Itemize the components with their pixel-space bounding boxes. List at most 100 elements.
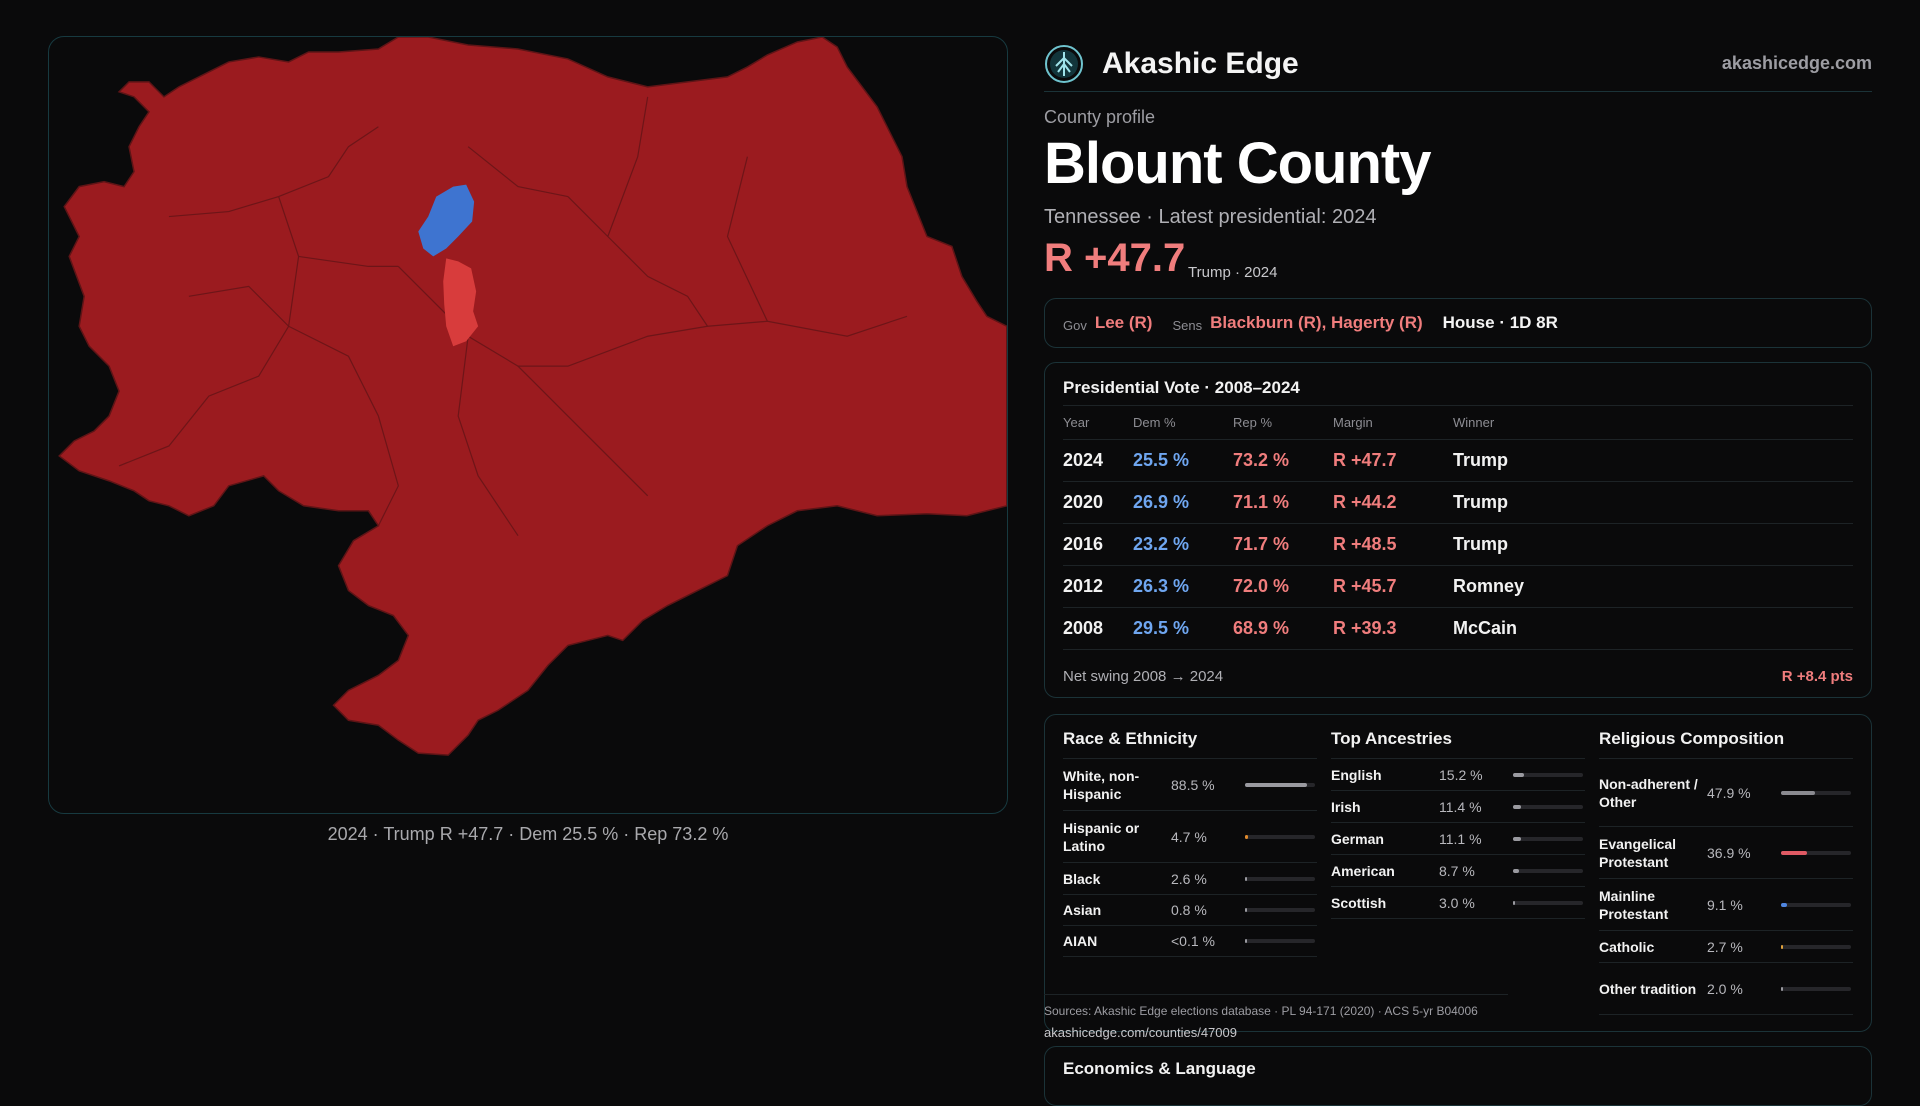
item-value: 8.7 %	[1439, 862, 1475, 879]
item-label: Evangelical Protestant	[1599, 835, 1677, 870]
item-value: 0.8 %	[1171, 902, 1207, 918]
presidential-table-header: Year Dem % Rep % Margin Winner	[1063, 406, 1853, 440]
item-value: 36.9 %	[1707, 844, 1751, 861]
item-label: English	[1331, 766, 1382, 783]
item-bar	[1781, 850, 1851, 855]
item-label: German	[1331, 830, 1384, 847]
county-map[interactable]	[48, 36, 1008, 814]
demographics-card: Race & Ethnicity White, non-Hispanic 88.5…	[1044, 714, 1872, 1032]
item-value: 11.1 %	[1439, 830, 1482, 847]
item-value: 2.0 %	[1707, 980, 1743, 997]
list-item: Black 2.6 %	[1063, 863, 1317, 895]
race-column: Race & Ethnicity White, non-Hispanic 88.5…	[1063, 729, 1317, 957]
item-bar	[1245, 939, 1315, 943]
county-map-svg	[58, 37, 1007, 756]
economics-title: Economics & Language	[1063, 1059, 1256, 1078]
item-value: 4.7 %	[1171, 828, 1207, 845]
list-item: AIAN <0.1 %	[1063, 926, 1317, 957]
item-label: Black	[1063, 870, 1101, 887]
cell-winner: Trump	[1453, 492, 1509, 512]
table-row: 2016 23.2 % 71.7 % R +48.5 Trump	[1063, 524, 1853, 566]
table-row: 2008 29.5 % 68.9 % R +39.3 McCain	[1063, 608, 1853, 650]
gov-value: Lee (R)	[1094, 313, 1153, 332]
item-bar-fill	[1513, 804, 1521, 809]
item-bar-fill	[1513, 772, 1524, 777]
item-bar	[1781, 986, 1851, 991]
presidential-title: Presidential Vote · 2008–2024	[1063, 378, 1853, 406]
city-dem-area[interactable]	[418, 184, 475, 257]
cell-rep: 71.7 %	[1233, 534, 1290, 554]
headline-margin-sub: Trump · 2024	[1188, 264, 1278, 281]
cell-margin: R +44.2	[1333, 492, 1397, 512]
list-item: Other tradition 2.0 %	[1599, 963, 1853, 1015]
item-bar	[1245, 908, 1315, 912]
item-bar-fill	[1781, 944, 1783, 949]
brand-site-link[interactable]: akashicedge.com	[1721, 53, 1872, 73]
list-item: Catholic 2.7 %	[1599, 931, 1853, 963]
race-title: Race & Ethnicity	[1063, 729, 1317, 759]
cell-margin: R +48.5	[1333, 534, 1397, 554]
house-value: House · 1D 8R	[1442, 313, 1558, 332]
item-value: 2.6 %	[1171, 870, 1207, 887]
item-bar-fill	[1781, 902, 1788, 907]
tree-of-life-icon[interactable]	[1044, 44, 1084, 84]
county-shape[interactable]	[58, 37, 1007, 756]
item-bar-fill	[1781, 790, 1815, 795]
sources-url[interactable]: akashicedge.com/counties/47009	[1044, 1025, 1237, 1040]
col-header-winner: Winner	[1453, 415, 1495, 430]
item-value: 3.0 %	[1439, 894, 1475, 911]
item-bar-fill	[1245, 908, 1247, 912]
cell-year: 2008	[1063, 618, 1104, 638]
profile-eyebrow: County profile	[1044, 107, 1156, 127]
item-label: Scottish	[1331, 894, 1387, 911]
religion-column: Religious Composition Non-adherent / Oth…	[1599, 729, 1853, 1015]
list-item: English 15.2 %	[1331, 759, 1585, 791]
item-label: Asian	[1063, 902, 1102, 918]
item-bar-fill	[1513, 900, 1516, 905]
cell-rep: 72.0 %	[1233, 576, 1290, 596]
cell-winner: Trump	[1453, 534, 1509, 554]
presidential-vote-card: Presidential Vote · 2008–2024 Year Dem %…	[1044, 362, 1872, 698]
item-bar	[1245, 876, 1315, 881]
cell-rep: 73.2 %	[1233, 450, 1290, 470]
page-title: Blount County	[1044, 131, 1431, 196]
item-bar	[1245, 834, 1315, 839]
item-bar	[1781, 790, 1851, 795]
brand-name[interactable]: Akashic Edge	[1102, 46, 1299, 80]
cell-dem: 26.3 %	[1133, 576, 1190, 596]
religion-rows: Non-adherent / Other 47.9 % Evangelical Pr…	[1599, 759, 1853, 1015]
cell-dem: 29.5 %	[1133, 618, 1190, 638]
item-value: 88.5 %	[1171, 776, 1215, 793]
cell-margin: R +45.7	[1333, 576, 1397, 596]
col-header-year: Year	[1063, 415, 1090, 430]
item-value: 2.7 %	[1707, 938, 1743, 955]
item-bar-fill	[1245, 939, 1247, 943]
item-value: 11.4 %	[1439, 798, 1482, 815]
item-bar-fill	[1781, 986, 1783, 991]
city-rep-area[interactable]	[443, 258, 479, 347]
item-label: American	[1331, 862, 1395, 879]
table-row: 2024 25.5 % 73.2 % R +47.7 Trump	[1063, 440, 1853, 482]
item-bar	[1245, 782, 1315, 787]
gov-label: Gov	[1063, 317, 1087, 333]
cell-winner: Romney	[1453, 576, 1525, 596]
col-header-rep: Rep %	[1233, 415, 1273, 430]
religion-title: Religious Composition	[1599, 729, 1853, 759]
item-label: Hispanic or Latino	[1063, 819, 1140, 854]
cell-rep: 71.1 %	[1233, 492, 1290, 512]
item-label: White, non-Hispanic	[1063, 767, 1140, 802]
item-value: 47.9 %	[1707, 784, 1751, 801]
item-bar	[1513, 900, 1583, 905]
list-item: Mainline Protestant 9.1 %	[1599, 879, 1853, 931]
cell-year: 2016	[1063, 534, 1104, 554]
item-label: Non-adherent / Other	[1599, 775, 1698, 810]
item-bar	[1781, 902, 1851, 907]
item-bar	[1513, 868, 1583, 873]
brand-header: Akashic Edge akashicedge.com	[1044, 36, 1872, 92]
item-bar-fill	[1245, 834, 1249, 839]
cell-winner: McCain	[1453, 618, 1518, 638]
list-item: Asian 0.8 %	[1063, 895, 1317, 926]
sens-label: Sens	[1172, 317, 1203, 333]
list-item: German 11.1 %	[1331, 823, 1585, 855]
list-item: Evangelical Protestant 36.9 %	[1599, 827, 1853, 879]
